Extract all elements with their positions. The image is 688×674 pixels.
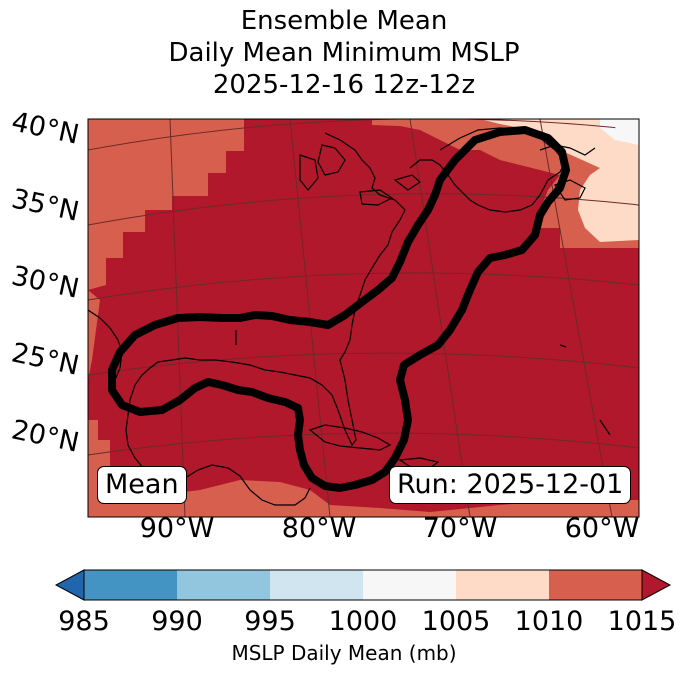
colorbar-tick-1005: 1005 <box>421 606 491 637</box>
colorbar-extend-low <box>54 569 85 601</box>
lon-label-70w: 70°W <box>422 513 498 544</box>
lon-label-60w: 60°W <box>564 513 640 544</box>
colorbar-segment-1010 <box>549 570 642 600</box>
mslp-contour <box>108 126 570 492</box>
colorbar-segment-1000 <box>363 570 456 600</box>
colorbar-label: MSLP Daily Mean (mb) <box>231 641 457 665</box>
run-date-tag: Run: 2025-12-01 <box>389 466 632 504</box>
title-line-3: 2025-12-16 12z-12z <box>212 70 476 100</box>
colorbar-segment-985 <box>84 570 177 600</box>
colorbar-tick-1010: 1010 <box>514 606 584 637</box>
title-line-2: Daily Mean Minimum MSLP <box>168 38 520 68</box>
mslp-fill-1010-southwest <box>88 420 639 517</box>
lon-label-80w: 80°W <box>281 513 357 544</box>
colorbar-segment-995 <box>270 570 363 600</box>
colorbar-tick-1015: 1015 <box>607 606 677 637</box>
mslp-fill-1010-west <box>88 119 244 290</box>
colorbar-segment-990 <box>177 570 270 600</box>
colorbar-tick-1000: 1000 <box>328 606 398 637</box>
colorbar-extend-high <box>641 569 672 601</box>
colorbar-tick-995: 995 <box>244 606 296 637</box>
colorbar-tick-990: 990 <box>151 606 203 637</box>
mslp-fill-995 <box>610 119 639 138</box>
pressure-field <box>88 119 639 517</box>
title-line-1: Ensemble Mean <box>240 6 448 36</box>
mean-tag: Mean <box>97 466 187 504</box>
lon-label-90w: 90°W <box>139 513 215 544</box>
colorbar-tick-985: 985 <box>58 606 110 637</box>
colorbar-frame <box>83 569 643 601</box>
mslp-fill-1005 <box>480 119 639 242</box>
colorbar-segment-1005 <box>456 570 549 600</box>
